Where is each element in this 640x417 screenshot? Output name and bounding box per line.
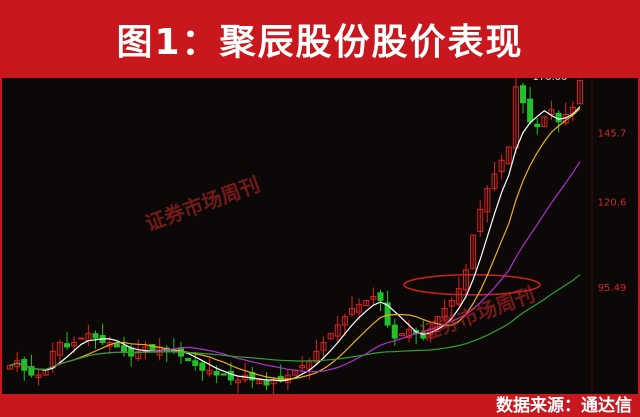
candle-body — [377, 292, 384, 301]
candle-body — [263, 380, 270, 386]
candle-body — [121, 345, 127, 352]
y-tick-label: 170.00 — [533, 78, 568, 83]
y-tick-label: 120.6 — [598, 197, 627, 208]
candle-body — [356, 303, 363, 313]
candle-body — [56, 341, 63, 356]
candle-body — [541, 116, 548, 128]
candle-body — [320, 341, 327, 351]
candle-body — [441, 307, 448, 318]
candle-body — [192, 360, 199, 366]
candle-body — [498, 159, 505, 173]
candle-body — [341, 316, 348, 326]
candle-body — [113, 343, 120, 348]
candle-body — [64, 343, 70, 348]
candle-body — [555, 112, 562, 123]
candle-body — [577, 79, 583, 105]
candle-body — [349, 307, 355, 315]
candle-body — [71, 341, 78, 347]
candle-body — [548, 109, 555, 115]
candle-body — [142, 346, 149, 352]
candle-body — [185, 358, 192, 362]
candle-body — [327, 333, 334, 340]
candle-body — [491, 173, 498, 189]
candle-body — [406, 328, 412, 338]
candle-body — [527, 98, 534, 123]
candle-body — [334, 324, 341, 337]
candle-body — [363, 299, 370, 307]
candle-body — [78, 337, 85, 340]
y-tick-label: 95.49 — [598, 283, 627, 294]
candle-body — [256, 379, 263, 385]
ma5-line — [9, 106, 581, 382]
candle-body — [206, 369, 213, 375]
candle-body — [313, 350, 320, 363]
candle-body — [455, 288, 462, 305]
candle-body — [220, 373, 227, 376]
candle-body — [28, 366, 35, 376]
candle-body — [463, 269, 469, 291]
candle-body — [227, 370, 234, 381]
candle-body — [35, 374, 42, 379]
candle-body — [420, 331, 427, 339]
candle-body — [520, 85, 526, 104]
annotation-ellipse — [403, 274, 541, 296]
candle-body — [213, 370, 220, 376]
candle-body — [370, 295, 377, 300]
ma60-line — [9, 274, 581, 371]
candle-body — [505, 146, 512, 165]
figure-title: 图1：聚辰股份股价表现 — [116, 22, 524, 63]
ma10-line — [9, 108, 581, 380]
candle-body — [484, 187, 491, 213]
candle-body — [391, 324, 398, 339]
candlestick-chart: 95.49 120.6 145.7 170.00 — [7, 78, 627, 394]
candle-body — [384, 302, 391, 326]
candle-body — [534, 123, 541, 128]
candle-body — [235, 379, 241, 383]
candle-body — [448, 299, 455, 307]
y-tick-label: 145.7 — [598, 128, 627, 139]
source-note: 数据来源：通达信 — [496, 396, 632, 416]
candle-body — [299, 364, 306, 369]
candle-body — [92, 333, 99, 339]
candle-body — [477, 208, 484, 232]
candle-body — [470, 234, 477, 270]
candle-body — [135, 350, 142, 360]
candle-body — [199, 362, 206, 371]
candle-body — [398, 333, 405, 337]
